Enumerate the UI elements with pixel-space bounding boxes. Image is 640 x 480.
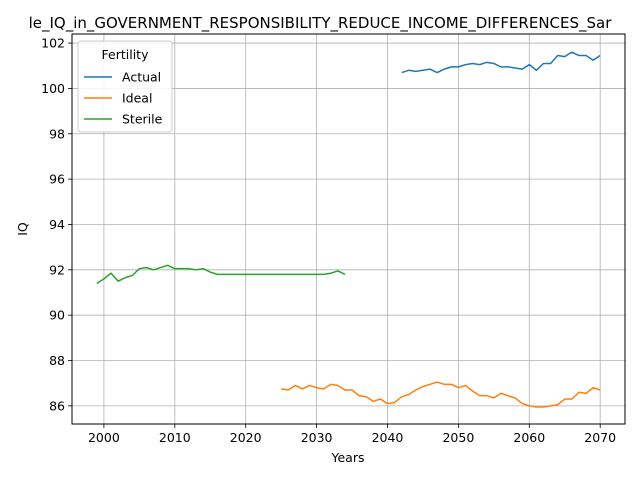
x-tick-label: 2020: [230, 430, 262, 445]
series-line-sterile: [96, 264, 346, 285]
y-tick-label: 96: [49, 172, 65, 187]
x-tick-label: 2030: [301, 430, 333, 445]
y-tick-label: 98: [49, 126, 65, 141]
x-tick-label: 2000: [88, 430, 120, 445]
x-axis-ticks: 2000 2010 2020 2030 2040 2050 2060 2070: [88, 424, 616, 445]
legend: Fertility Actual Ideal Sterile: [77, 40, 173, 133]
series-line-ideal: [281, 381, 601, 408]
legend-title: Fertility: [102, 47, 150, 62]
legend-box: [77, 40, 173, 133]
y-tick-label: 100: [41, 81, 65, 96]
x-tick-label: 2040: [372, 430, 404, 445]
y-tick-label: 90: [49, 308, 65, 323]
y-axis-label: IQ: [15, 222, 30, 236]
y-tick-label: 102: [41, 36, 65, 51]
x-tick-label: 2060: [513, 430, 545, 445]
x-tick-label: 2050: [442, 430, 474, 445]
series-layer: [96, 51, 601, 408]
y-axis-ticks: 86 88 90 92 94 96 98 100 102: [41, 36, 72, 413]
series-line-actual: [401, 51, 601, 74]
y-tick-label: 94: [49, 217, 65, 232]
legend-entry-ideal: Ideal: [122, 91, 152, 106]
chart-title: le_IQ_in_GOVERNMENT_RESPONSIBILITY_REDUC…: [29, 14, 613, 33]
x-tick-label: 2010: [159, 430, 191, 445]
y-tick-label: 88: [49, 353, 65, 368]
x-tick-label: 2070: [584, 430, 616, 445]
y-tick-label: 92: [49, 262, 65, 277]
x-axis-label: Years: [331, 450, 365, 465]
y-tick-label: 86: [49, 398, 65, 413]
legend-entry-actual: Actual: [122, 70, 161, 85]
plot-frame: [71, 33, 626, 425]
legend-entry-sterile: Sterile: [122, 112, 163, 127]
grid: [72, 34, 625, 424]
